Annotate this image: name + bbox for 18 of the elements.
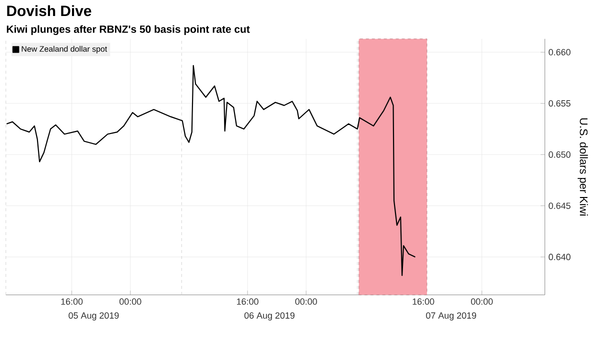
chart-title: Dovish Dive [7, 5, 92, 16]
y-tick-label: 0.640 [548, 254, 570, 260]
x-tick-label: 00:00 [295, 298, 317, 305]
y-tick-label: 0.650 [548, 151, 570, 158]
text: 07 Aug 2019 [426, 312, 476, 320]
text: 06 Aug 2019 [244, 312, 294, 320]
x-tick-label: 00:00 [119, 298, 142, 305]
x-tick-label: 16:00 [61, 298, 83, 305]
y-axis-title: U.S. dollars per Kiwi [578, 118, 588, 216]
line-series [6, 64, 416, 276]
x-tick-label: 00:00 [471, 298, 493, 305]
y-tick-label: 0.645 [548, 202, 570, 209]
chart-subtitle: Kiwi plunges after RBNZ's 50 basis point rate cut [6, 25, 250, 35]
x-tick-label: 16:00 [412, 298, 434, 305]
y-tick-label: 0.660 [548, 49, 570, 56]
x-tick-label: 16:00 [237, 298, 258, 305]
text: 05 Aug 2019 [68, 312, 119, 320]
y-tick-label: 0.655 [548, 100, 570, 107]
